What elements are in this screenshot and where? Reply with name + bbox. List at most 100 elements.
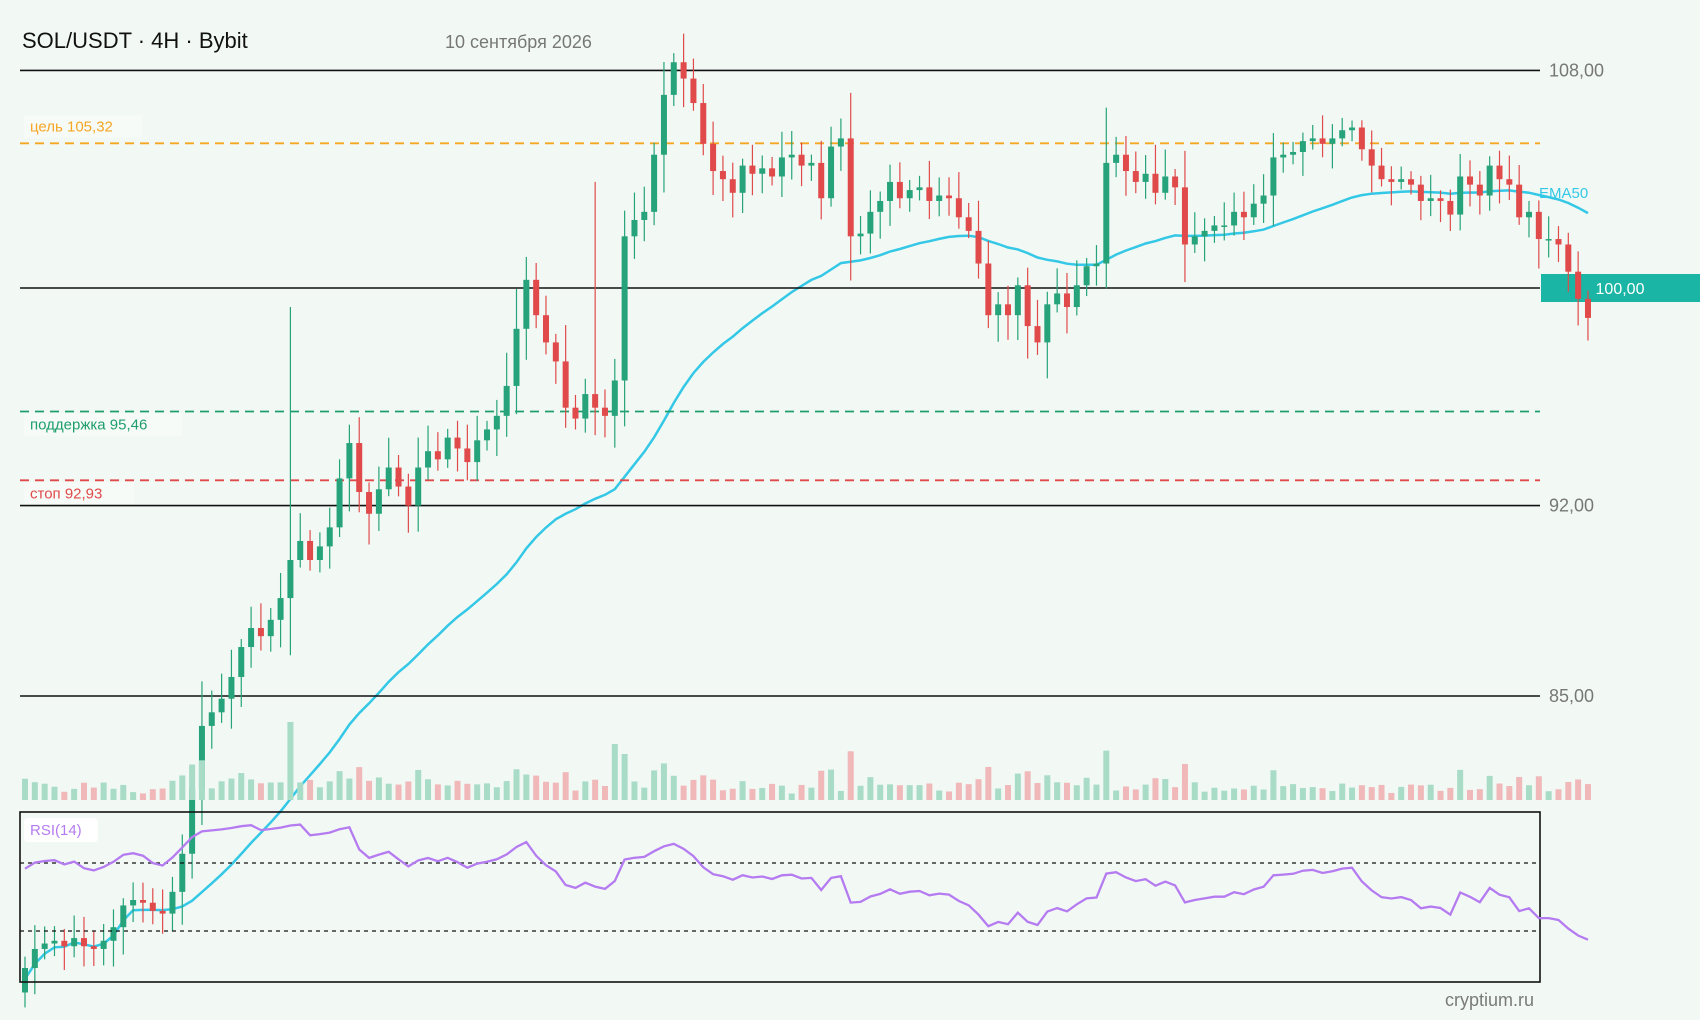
candle[interactable] bbox=[611, 358, 618, 448]
candle[interactable] bbox=[719, 155, 726, 202]
candle[interactable] bbox=[1221, 202, 1228, 241]
candle[interactable] bbox=[1201, 218, 1208, 262]
candle[interactable] bbox=[149, 888, 156, 925]
candle[interactable] bbox=[533, 262, 540, 329]
candle[interactable] bbox=[1447, 189, 1454, 231]
candle[interactable] bbox=[1113, 136, 1120, 178]
candle[interactable] bbox=[690, 58, 697, 111]
candle[interactable] bbox=[1211, 215, 1218, 243]
candle[interactable] bbox=[297, 513, 304, 568]
candle[interactable] bbox=[680, 33, 687, 108]
candle[interactable] bbox=[1437, 190, 1444, 223]
candle[interactable] bbox=[464, 424, 471, 481]
candle[interactable] bbox=[1388, 166, 1395, 206]
candle[interactable] bbox=[385, 437, 392, 497]
candle[interactable] bbox=[307, 530, 314, 571]
candle[interactable] bbox=[1132, 151, 1139, 194]
candle[interactable] bbox=[218, 673, 225, 723]
candle[interactable] bbox=[41, 926, 48, 960]
candle[interactable] bbox=[248, 606, 255, 668]
candle[interactable] bbox=[769, 156, 776, 186]
candle[interactable] bbox=[1408, 171, 1415, 195]
candle[interactable] bbox=[778, 131, 785, 198]
candle[interactable] bbox=[641, 186, 648, 242]
candle[interactable] bbox=[287, 307, 294, 656]
candle[interactable] bbox=[621, 210, 628, 427]
candle[interactable] bbox=[208, 690, 215, 749]
candle[interactable] bbox=[267, 608, 274, 652]
candle[interactable] bbox=[946, 177, 953, 216]
candle[interactable] bbox=[1142, 155, 1149, 199]
candle[interactable] bbox=[1093, 245, 1100, 286]
candle[interactable] bbox=[326, 507, 333, 569]
candle[interactable] bbox=[651, 142, 658, 226]
candle[interactable] bbox=[562, 325, 569, 428]
candle[interactable] bbox=[444, 428, 451, 468]
candle[interactable] bbox=[1122, 135, 1129, 196]
candle[interactable] bbox=[1457, 153, 1464, 231]
candle[interactable] bbox=[1005, 285, 1011, 340]
candle[interactable] bbox=[867, 190, 874, 254]
candle[interactable] bbox=[965, 202, 972, 239]
candle[interactable] bbox=[582, 378, 589, 433]
candle[interactable] bbox=[1290, 141, 1297, 165]
candle[interactable] bbox=[159, 889, 166, 934]
candle[interactable] bbox=[592, 181, 599, 436]
candle[interactable] bbox=[1535, 200, 1542, 269]
candle[interactable] bbox=[1240, 191, 1247, 241]
candle[interactable] bbox=[1329, 124, 1336, 169]
candle[interactable] bbox=[71, 915, 78, 958]
candle[interactable] bbox=[238, 639, 245, 708]
candle[interactable] bbox=[572, 394, 579, 430]
candle[interactable] bbox=[1525, 200, 1532, 238]
candle[interactable] bbox=[484, 420, 491, 451]
candle[interactable] bbox=[995, 292, 1002, 342]
candle[interactable] bbox=[877, 191, 884, 239]
candle[interactable] bbox=[316, 532, 323, 573]
candle[interactable] bbox=[1476, 170, 1483, 215]
candle[interactable] bbox=[1191, 212, 1198, 253]
candle[interactable] bbox=[375, 466, 382, 531]
candle[interactable] bbox=[474, 415, 481, 481]
candle[interactable] bbox=[955, 172, 962, 229]
candle[interactable] bbox=[631, 192, 638, 259]
candle[interactable] bbox=[1299, 132, 1306, 176]
candle[interactable] bbox=[601, 389, 608, 438]
candle[interactable] bbox=[493, 399, 500, 457]
candle[interactable] bbox=[1496, 150, 1503, 204]
candle[interactable] bbox=[759, 155, 766, 194]
candle[interactable] bbox=[454, 420, 461, 472]
candle[interactable] bbox=[936, 177, 943, 217]
candle[interactable] bbox=[887, 164, 894, 226]
candle[interactable] bbox=[1378, 147, 1385, 187]
candle[interactable] bbox=[700, 84, 707, 156]
candle[interactable] bbox=[1575, 251, 1582, 326]
candle[interactable] bbox=[395, 455, 402, 497]
candle[interactable] bbox=[1584, 290, 1591, 341]
candle[interactable] bbox=[61, 929, 68, 971]
candle[interactable] bbox=[336, 459, 343, 538]
candle[interactable] bbox=[1368, 130, 1375, 193]
candle[interactable] bbox=[346, 424, 353, 512]
candle[interactable] bbox=[1506, 155, 1513, 201]
candle[interactable] bbox=[1063, 272, 1070, 334]
candle[interactable] bbox=[1349, 120, 1356, 142]
candle[interactable] bbox=[1044, 291, 1051, 379]
candle[interactable] bbox=[1054, 268, 1061, 313]
candle[interactable] bbox=[1555, 226, 1562, 262]
candle[interactable] bbox=[1034, 299, 1041, 355]
candle[interactable] bbox=[1319, 115, 1326, 158]
candle[interactable] bbox=[356, 417, 363, 513]
candle[interactable] bbox=[1545, 216, 1552, 258]
candle[interactable] bbox=[1152, 144, 1159, 205]
candle[interactable] bbox=[1162, 149, 1169, 200]
candle[interactable] bbox=[985, 240, 992, 329]
candle[interactable] bbox=[130, 882, 137, 923]
candle[interactable] bbox=[1516, 165, 1523, 225]
candle[interactable] bbox=[749, 144, 756, 196]
candle[interactable] bbox=[513, 289, 520, 415]
candle[interactable] bbox=[120, 898, 127, 955]
candle[interactable] bbox=[228, 649, 235, 729]
candle[interactable] bbox=[1014, 277, 1021, 341]
